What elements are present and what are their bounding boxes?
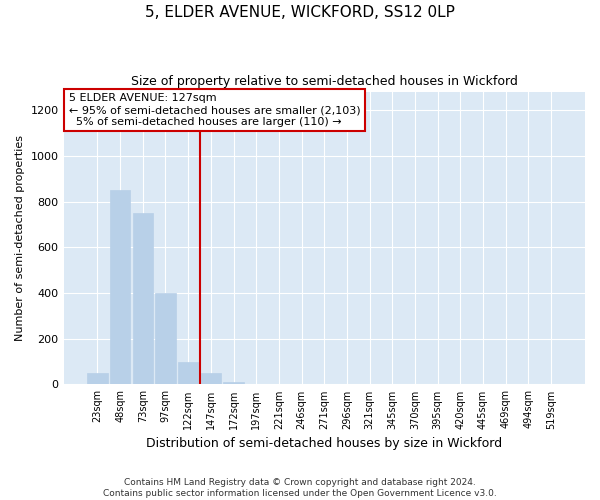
Text: 5 ELDER AVENUE: 127sqm
← 95% of semi-detached houses are smaller (2,103)
  5% of: 5 ELDER AVENUE: 127sqm ← 95% of semi-det… [69, 94, 361, 126]
Bar [110, 190, 130, 384]
Text: Contains HM Land Registry data © Crown copyright and database right 2024.
Contai: Contains HM Land Registry data © Crown c… [103, 478, 497, 498]
Bar [200, 373, 221, 384]
Title: Size of property relative to semi-detached houses in Wickford: Size of property relative to semi-detach… [131, 75, 518, 88]
X-axis label: Distribution of semi-detached houses by size in Wickford: Distribution of semi-detached houses by … [146, 437, 502, 450]
Bar [178, 362, 199, 384]
Y-axis label: Number of semi-detached properties: Number of semi-detached properties [15, 135, 25, 341]
Bar [87, 373, 107, 384]
Bar [223, 382, 244, 384]
Text: 5, ELDER AVENUE, WICKFORD, SS12 0LP: 5, ELDER AVENUE, WICKFORD, SS12 0LP [145, 5, 455, 20]
Bar [155, 293, 176, 384]
Bar [133, 213, 153, 384]
